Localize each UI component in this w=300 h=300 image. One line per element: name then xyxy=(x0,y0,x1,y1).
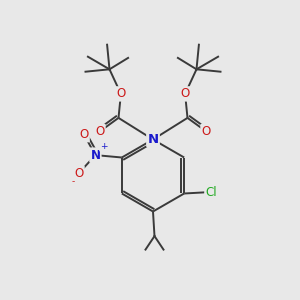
Text: O: O xyxy=(181,87,190,101)
Text: O: O xyxy=(80,128,88,141)
Text: N: N xyxy=(90,148,100,162)
Text: -: - xyxy=(71,177,74,186)
Text: O: O xyxy=(95,125,104,138)
Text: O: O xyxy=(116,87,125,101)
Text: O: O xyxy=(74,167,83,180)
Text: O: O xyxy=(202,125,211,138)
Text: +: + xyxy=(100,142,108,151)
Text: Cl: Cl xyxy=(206,185,217,199)
Text: N: N xyxy=(147,133,159,146)
